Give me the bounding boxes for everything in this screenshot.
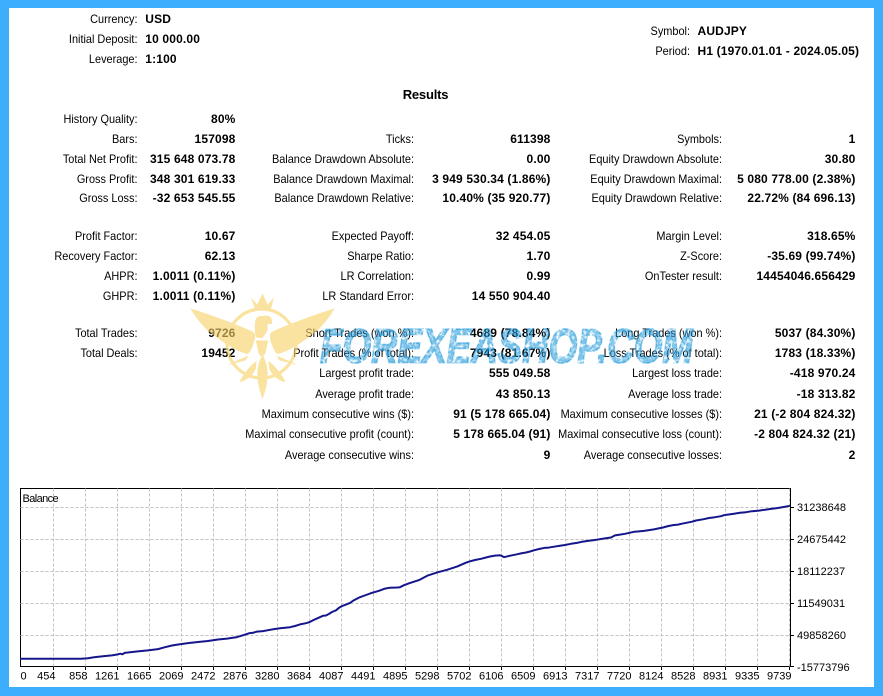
- svg-text:6913: 6913: [543, 671, 567, 683]
- svg-text:8931: 8931: [703, 671, 727, 683]
- svg-text:2069: 2069: [159, 671, 183, 683]
- svg-text:9335: 9335: [735, 671, 759, 683]
- svg-text:6106: 6106: [479, 671, 503, 683]
- svg-text:1261: 1261: [95, 671, 119, 683]
- svg-text:2472: 2472: [191, 671, 215, 683]
- svg-text:454: 454: [37, 671, 55, 683]
- svg-text:9739: 9739: [767, 671, 791, 683]
- svg-text:4491: 4491: [351, 671, 375, 683]
- svg-text:11549031: 11549031: [797, 598, 845, 610]
- svg-text:3684: 3684: [287, 671, 311, 683]
- svg-text:24675442: 24675442: [797, 534, 846, 546]
- svg-text:4087: 4087: [319, 671, 343, 683]
- svg-text:1665: 1665: [127, 671, 151, 683]
- svg-text:5298: 5298: [415, 671, 439, 683]
- svg-text:2876: 2876: [223, 671, 247, 683]
- svg-text:7317: 7317: [575, 671, 599, 683]
- svg-text:8528: 8528: [671, 671, 695, 683]
- svg-text:-15773796: -15773796: [797, 662, 850, 674]
- svg-text:858: 858: [69, 671, 87, 683]
- svg-text:6509: 6509: [511, 671, 535, 683]
- svg-text:0: 0: [21, 671, 27, 683]
- svg-text:18112237: 18112237: [797, 566, 845, 578]
- svg-text:7720: 7720: [607, 671, 631, 683]
- svg-text:5702: 5702: [447, 671, 471, 683]
- svg-text:Balance: Balance: [23, 493, 59, 505]
- svg-text:FOREXEASHOP.COM: FOREXEASHOP.COM: [320, 325, 694, 374]
- svg-text:31238648: 31238648: [797, 502, 846, 514]
- svg-text:8124: 8124: [639, 671, 663, 683]
- svg-text:4895: 4895: [383, 671, 407, 683]
- svg-text:3280: 3280: [255, 671, 279, 683]
- svg-text:49858260: 49858260: [797, 630, 846, 642]
